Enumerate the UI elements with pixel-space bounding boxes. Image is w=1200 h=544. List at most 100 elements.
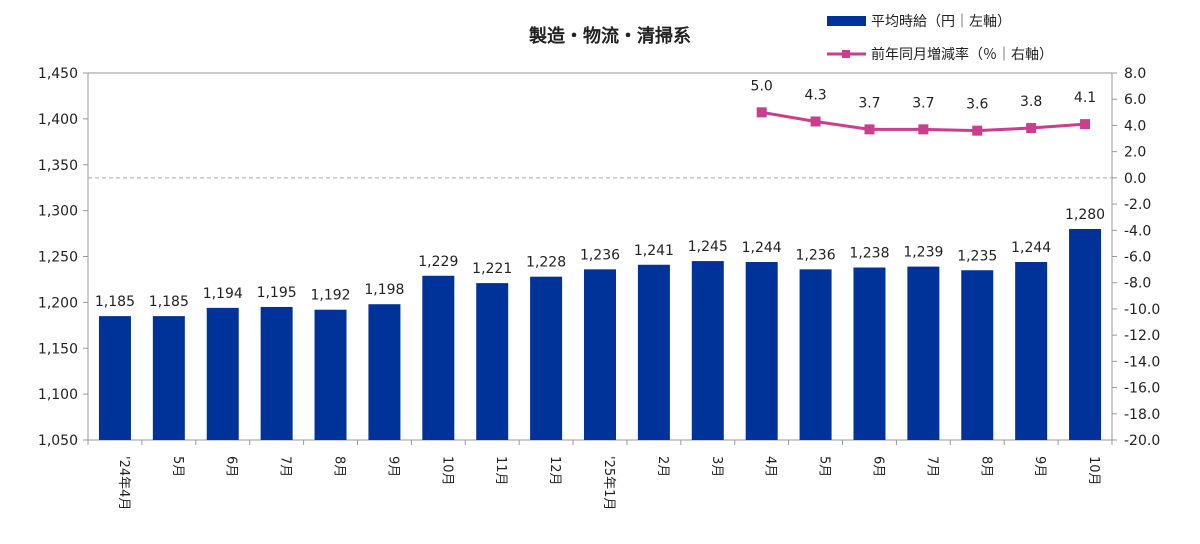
y-right-tick-label: -14.0 bbox=[1124, 354, 1160, 370]
rate-point bbox=[810, 116, 821, 127]
bar-data-label: 1,238 bbox=[849, 246, 889, 262]
bar bbox=[637, 264, 670, 440]
y-right-tick-label: 2.0 bbox=[1124, 145, 1146, 161]
y-left-tick-label: 1,400 bbox=[38, 112, 78, 128]
x-tick-label: 5月 bbox=[817, 456, 832, 477]
x-tick-label: 7月 bbox=[924, 456, 939, 477]
y-left-tick-label: 1,450 bbox=[38, 66, 78, 82]
x-tick-label: 9月 bbox=[385, 456, 400, 477]
bar-data-label: 1,195 bbox=[257, 285, 297, 301]
bar bbox=[1015, 262, 1048, 440]
y-left-tick-label: 1,150 bbox=[38, 341, 78, 357]
legend-line-label: 前年同月増減率（％｜右軸） bbox=[871, 46, 1053, 63]
y-right-tick-label: -2.0 bbox=[1124, 197, 1151, 213]
legend-bar-swatch bbox=[827, 16, 866, 26]
bar bbox=[745, 262, 778, 440]
rate-data-label: 3.7 bbox=[858, 95, 880, 111]
bar-data-label: 1,235 bbox=[957, 248, 997, 264]
x-tick-label: '24年4月 bbox=[116, 456, 131, 510]
x-tick-label: 9月 bbox=[1032, 456, 1047, 477]
y-left-tick-label: 1,300 bbox=[38, 204, 78, 220]
bar-data-label: 1,244 bbox=[1011, 240, 1051, 256]
y-left-tick-label: 1,350 bbox=[38, 158, 78, 174]
bar-data-label: 1,229 bbox=[418, 254, 458, 270]
x-tick-label: 10月 bbox=[439, 456, 454, 486]
x-tick-label: 8月 bbox=[978, 456, 993, 477]
bar bbox=[152, 316, 185, 440]
bar bbox=[206, 307, 239, 440]
bar-data-label: 1,280 bbox=[1065, 207, 1105, 223]
bar bbox=[584, 269, 616, 440]
y-left-tick-label: 1,200 bbox=[38, 295, 78, 311]
bar-data-label: 1,241 bbox=[634, 243, 674, 259]
x-tick-label: 8月 bbox=[332, 456, 347, 477]
bar bbox=[799, 269, 832, 440]
bar-data-label: 1,185 bbox=[95, 294, 135, 310]
bar bbox=[853, 267, 886, 440]
bar-data-label: 1,244 bbox=[742, 240, 782, 256]
y-left-tick-label: 1,250 bbox=[38, 250, 78, 266]
bar-data-label: 1,245 bbox=[688, 239, 728, 255]
rate-point bbox=[864, 124, 875, 135]
y-right-tick-label: -6.0 bbox=[1124, 250, 1151, 266]
y-right-tick-label: -18.0 bbox=[1124, 407, 1160, 423]
bar bbox=[368, 304, 401, 440]
x-tick-label: '25年1月 bbox=[601, 456, 616, 510]
legend-bar-label: 平均時給（円｜左軸） bbox=[871, 14, 1011, 30]
rate-point bbox=[756, 107, 767, 118]
bar bbox=[260, 306, 293, 440]
bar-data-label: 1,185 bbox=[149, 294, 189, 310]
bar-data-label: 1,239 bbox=[903, 245, 943, 261]
bar-data-label: 1,198 bbox=[364, 282, 404, 298]
bar-data-label: 1,192 bbox=[310, 288, 350, 304]
bar-data-label: 1,236 bbox=[580, 247, 620, 263]
legend-line-marker bbox=[842, 50, 850, 58]
rate-point bbox=[1026, 123, 1037, 134]
rate-data-label: 3.7 bbox=[912, 95, 934, 111]
bar bbox=[961, 270, 994, 440]
x-tick-label: 7月 bbox=[278, 456, 293, 477]
x-tick-label: 12月 bbox=[547, 456, 562, 486]
y-right-tick-label: -16.0 bbox=[1124, 381, 1160, 397]
rate-point bbox=[972, 125, 983, 136]
y-right-tick-label: -20.0 bbox=[1124, 433, 1160, 449]
y-right-tick-label: -8.0 bbox=[1124, 276, 1151, 292]
y-right-tick-label: -12.0 bbox=[1124, 328, 1160, 344]
bar bbox=[1069, 228, 1102, 440]
rate-point bbox=[1080, 119, 1091, 130]
x-tick-label: 6月 bbox=[224, 456, 239, 477]
y-right-tick-label: 0.0 bbox=[1124, 171, 1146, 187]
bar bbox=[314, 309, 347, 440]
bar bbox=[422, 275, 455, 440]
x-tick-label: 2月 bbox=[655, 456, 670, 477]
y-left-tick-label: 1,050 bbox=[38, 433, 78, 449]
bar-data-label: 1,236 bbox=[796, 247, 836, 263]
y-right-tick-label: 6.0 bbox=[1124, 92, 1146, 108]
x-tick-label: 11月 bbox=[493, 456, 508, 486]
x-tick-label: 5月 bbox=[170, 456, 185, 477]
bar bbox=[907, 266, 940, 440]
bar-data-label: 1,228 bbox=[526, 255, 566, 271]
rate-data-label: 3.6 bbox=[966, 97, 988, 113]
bar bbox=[530, 276, 563, 440]
y-left-tick-label: 1,100 bbox=[38, 387, 78, 403]
rate-data-label: 4.1 bbox=[1074, 90, 1096, 106]
rate-point bbox=[918, 124, 929, 135]
y-right-tick-label: -10.0 bbox=[1124, 302, 1160, 318]
chart-title: 製造・物流・清掃系 bbox=[528, 25, 691, 47]
bar-data-label: 1,194 bbox=[203, 286, 243, 302]
x-tick-label: 10月 bbox=[1086, 456, 1101, 486]
y-right-tick-label: 4.0 bbox=[1124, 118, 1146, 134]
y-right-tick-label: -4.0 bbox=[1124, 223, 1151, 239]
rate-data-label: 3.8 bbox=[1020, 94, 1042, 110]
bar-data-label: 1,221 bbox=[472, 261, 512, 277]
bar bbox=[691, 261, 724, 440]
legend: 平均時給（円｜左軸） 前年同月増減率（％｜右軸） bbox=[827, 14, 1053, 63]
x-tick-label: 4月 bbox=[763, 456, 778, 477]
rate-data-label: 5.0 bbox=[751, 78, 773, 94]
bar bbox=[98, 316, 131, 440]
y-right-tick-label: 8.0 bbox=[1124, 66, 1146, 82]
x-tick-label: 6月 bbox=[870, 456, 885, 477]
bar bbox=[476, 283, 509, 440]
